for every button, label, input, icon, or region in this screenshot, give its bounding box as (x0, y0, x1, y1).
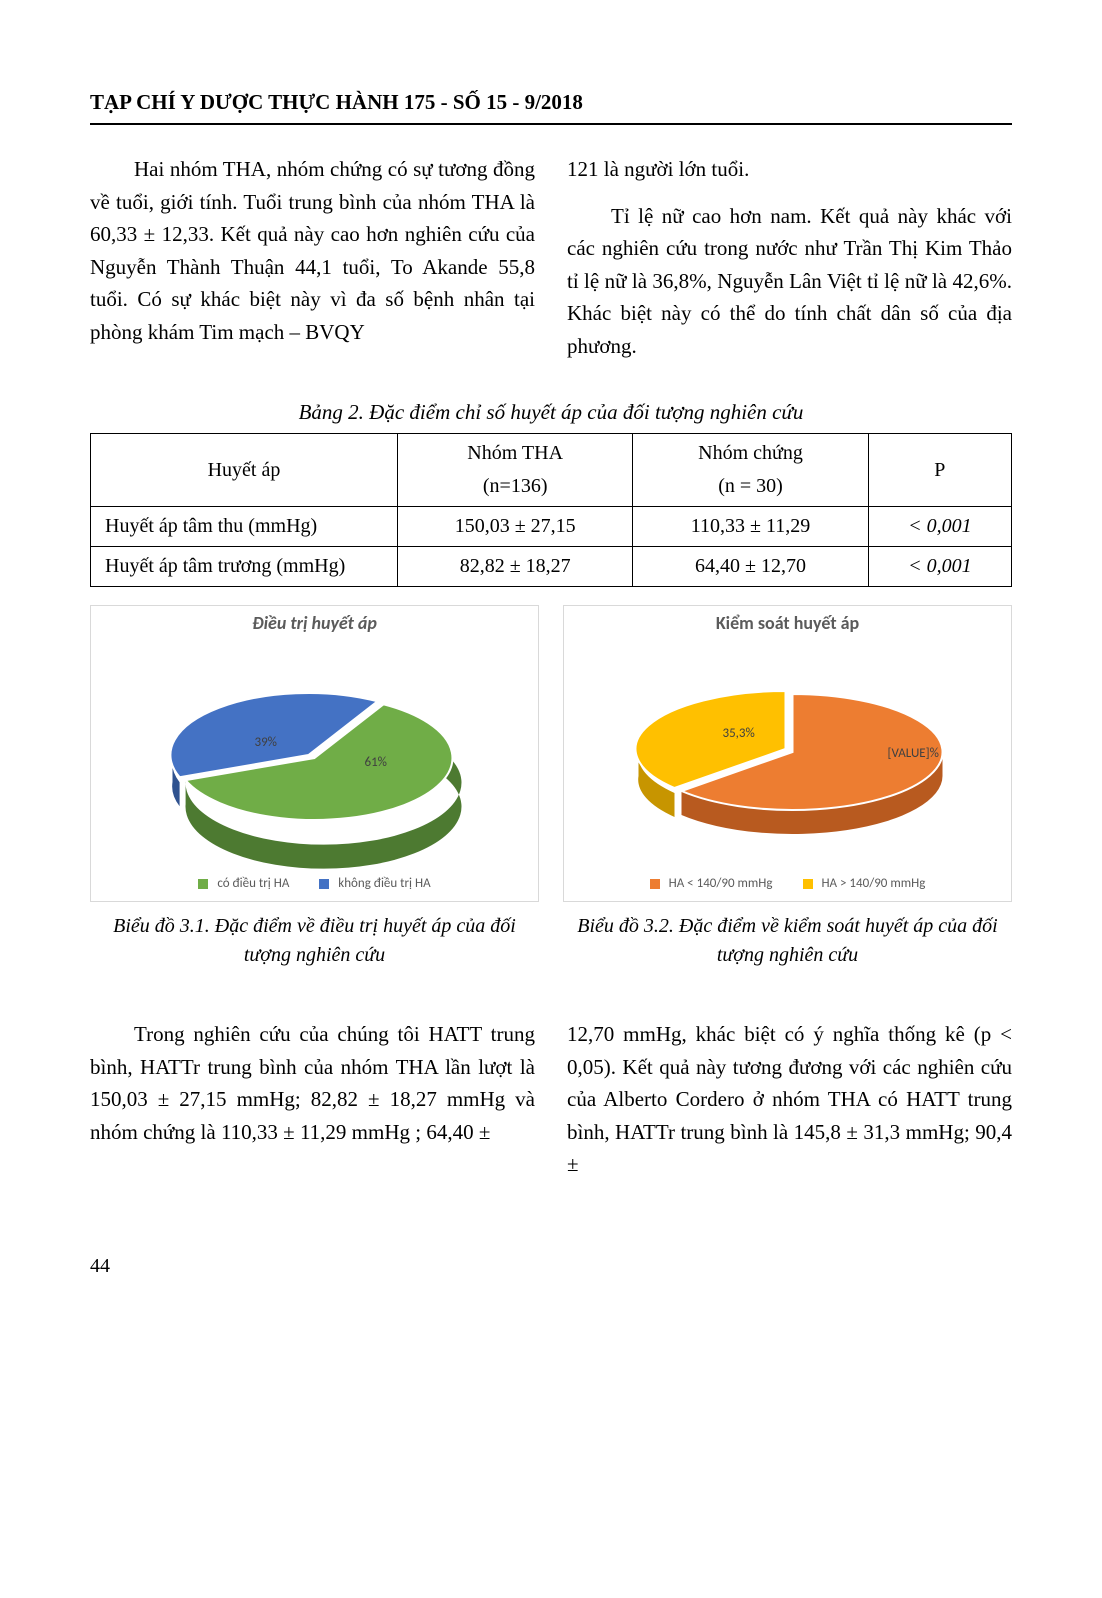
page-number: 44 (90, 1255, 1012, 1278)
table-header: (n = 30) (643, 475, 857, 498)
pie-label: [VALUE]% (888, 746, 939, 761)
legend-swatch (650, 879, 660, 889)
table-cell: 64,40 ± 12,70 (633, 547, 868, 587)
table-header: Nhóm THA (408, 442, 622, 465)
body-paragraphs-2: Trong nghiên cứu của chúng tôi HATT trun… (90, 1018, 1012, 1195)
table-cell: 150,03 ± 27,15 (398, 507, 633, 547)
paragraph: Tỉ lệ nữ cao hơn nam. Kết quả này khác v… (567, 200, 1012, 363)
table-cell: Huyết áp tâm trương (mmHg) (91, 547, 398, 587)
table-header: P (879, 459, 1001, 482)
legend-item: có điều trị HA (198, 876, 289, 891)
chart-title: Kiểm soát huyết áp (572, 612, 1003, 634)
legend-label: có điều trị HA (217, 876, 289, 891)
chart-treatment: Điều trị huyết áp (90, 605, 539, 902)
chart-title: Điều trị huyết áp (99, 612, 530, 634)
table-caption: Bảng 2. Đặc điểm chỉ số huyết áp của đối… (90, 400, 1012, 425)
chart-caption: Biểu đồ 3.2. Đặc điểm về kiểm soát huyết… (563, 912, 1012, 970)
table-row: Huyết áp tâm thu (mmHg) 150,03 ± 27,15 1… (91, 507, 1012, 547)
legend-swatch (198, 879, 208, 889)
paragraph: 12,70 mmHg, khác biệt có ý nghĩa thống k… (567, 1018, 1012, 1181)
pie-chart: 39% 61% (99, 640, 530, 870)
legend-item: không điều trị HA (319, 876, 430, 891)
journal-header: TẠP CHÍ Y DƯỢC THỰC HÀNH 175 - SỐ 15 - 9… (90, 90, 1012, 125)
pie-label: 35,3% (723, 726, 755, 741)
chart-legend: HA < 140/90 mmHg HA > 140/90 mmHg (572, 876, 1003, 891)
table-cell: < 0,001 (868, 507, 1011, 547)
pie-chart: 35,3% [VALUE]% (572, 640, 1003, 870)
table-row: Huyết áp Nhóm THA (n=136) Nhóm chứng (n … (91, 434, 1012, 507)
legend-swatch (319, 879, 329, 889)
paragraph: 121 là người lớn tuổi. (567, 153, 1012, 186)
table-blood-pressure: Huyết áp Nhóm THA (n=136) Nhóm chứng (n … (90, 433, 1012, 587)
chart-caption: Biểu đồ 3.1. Đặc điểm về điều trị huyết … (90, 912, 539, 970)
pie-label: 39% (255, 735, 277, 750)
table-header: Huyết áp (101, 459, 387, 482)
table-cell: Huyết áp tâm thu (mmHg) (91, 507, 398, 547)
legend-item: HA < 140/90 mmHg (650, 876, 773, 891)
table-row: Huyết áp tâm trương (mmHg) 82,82 ± 18,27… (91, 547, 1012, 587)
chart-control: Kiểm soát huyết áp (563, 605, 1012, 902)
paragraph: Trong nghiên cứu của chúng tôi HATT trun… (90, 1018, 535, 1148)
legend-label: HA < 140/90 mmHg (669, 876, 773, 891)
legend-item: HA > 140/90 mmHg (803, 876, 926, 891)
table-cell: < 0,001 (868, 547, 1011, 587)
paragraph: Hai nhóm THA, nhóm chứng có sự tương đồn… (90, 153, 535, 348)
table-cell: 110,33 ± 11,29 (633, 507, 868, 547)
legend-label: không điều trị HA (338, 876, 430, 891)
pie-label: 61% (365, 755, 387, 770)
table-header: (n=136) (408, 475, 622, 498)
legend-swatch (803, 879, 813, 889)
table-cell: 82,82 ± 18,27 (398, 547, 633, 587)
chart-legend: có điều trị HA không điều trị HA (99, 876, 530, 891)
body-paragraphs-1: Hai nhóm THA, nhóm chứng có sự tương đồn… (90, 153, 1012, 376)
table-header: Nhóm chứng (643, 442, 857, 465)
legend-label: HA > 140/90 mmHg (821, 876, 925, 891)
